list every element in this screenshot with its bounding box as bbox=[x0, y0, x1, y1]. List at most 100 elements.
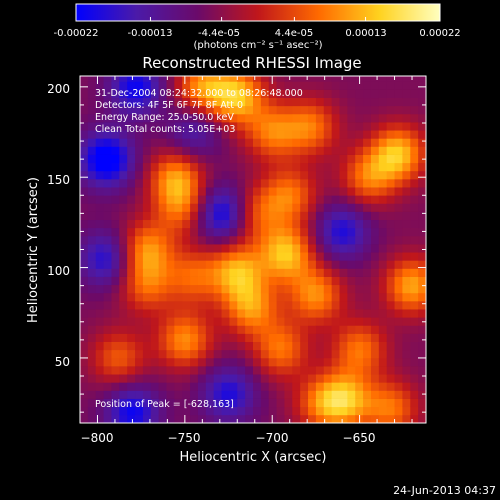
heatmap-cell bbox=[142, 292, 152, 302]
heatmap-cell bbox=[150, 195, 160, 204]
heatmap-cell bbox=[245, 203, 254, 212]
heatmap-cell bbox=[292, 382, 301, 391]
heatmap-cell bbox=[276, 374, 286, 383]
heatmap-cell bbox=[127, 227, 136, 237]
heatmap-cell bbox=[347, 227, 356, 237]
heatmap-cell bbox=[237, 317, 246, 326]
heatmap-cell bbox=[308, 244, 317, 253]
heatmap-cell bbox=[111, 89, 120, 99]
heatmap-cell bbox=[142, 252, 152, 261]
heatmap-cell bbox=[190, 105, 199, 115]
heatmap-cell bbox=[276, 276, 286, 286]
heatmap-cell bbox=[253, 235, 262, 245]
heatmap-cell bbox=[339, 211, 348, 221]
heatmap-cell bbox=[308, 276, 317, 286]
heatmap-cell bbox=[150, 130, 160, 139]
heatmap-cell bbox=[237, 398, 246, 408]
heatmap-cell bbox=[95, 195, 105, 204]
heatmap-cell bbox=[245, 97, 254, 107]
heatmap-cell bbox=[135, 195, 144, 204]
heatmap-cell bbox=[386, 162, 396, 172]
heatmap-cell bbox=[253, 244, 262, 253]
heatmap-cell bbox=[315, 301, 325, 310]
heatmap-cell bbox=[292, 252, 301, 261]
heatmap-cell bbox=[213, 260, 223, 269]
heatmap-cell bbox=[378, 268, 388, 277]
heatmap-cell bbox=[323, 130, 333, 139]
heatmap-cell bbox=[300, 179, 309, 188]
heatmap-cell bbox=[158, 382, 168, 391]
heatmap-cell bbox=[260, 357, 270, 367]
heatmap-cell bbox=[127, 244, 136, 253]
heatmap-cell bbox=[308, 374, 317, 383]
colorbar-tick-label-5: 0.00022 bbox=[419, 28, 460, 39]
heatmap-cell bbox=[80, 366, 89, 375]
heatmap-cell bbox=[142, 398, 152, 408]
heatmap-cell bbox=[229, 138, 238, 147]
heatmap-cell bbox=[315, 349, 325, 359]
heatmap-cell bbox=[174, 284, 183, 294]
heatmap-cell bbox=[237, 195, 246, 204]
heatmap-cell bbox=[205, 187, 215, 196]
heatmap-cell bbox=[87, 292, 97, 302]
heatmap-cell bbox=[135, 292, 144, 302]
heatmap-cell bbox=[378, 325, 388, 334]
heatmap-cell bbox=[197, 309, 207, 318]
heatmap-cell bbox=[276, 97, 286, 107]
heatmap-cell bbox=[323, 187, 333, 196]
heatmap-cell bbox=[150, 398, 160, 408]
heatmap-cell bbox=[197, 357, 207, 367]
heatmap-cell bbox=[268, 252, 278, 261]
heatmap-cell bbox=[308, 170, 317, 180]
heatmap-cell bbox=[355, 154, 364, 164]
heatmap-cell bbox=[174, 219, 183, 229]
heatmap-cell bbox=[410, 105, 419, 115]
heatmap-cell bbox=[378, 317, 388, 326]
heatmap-cell bbox=[386, 357, 396, 367]
heatmap-cell bbox=[205, 105, 215, 115]
heatmap-cell bbox=[284, 414, 293, 423]
heatmap-cell bbox=[339, 268, 348, 277]
heatmap-cell bbox=[268, 292, 278, 302]
heatmap-cell bbox=[260, 317, 270, 326]
heatmap-cell bbox=[370, 203, 380, 212]
footer-timestamp: 24-Jun-2013 04:37 bbox=[393, 484, 496, 497]
heatmap-cell bbox=[119, 81, 128, 90]
heatmap-cell bbox=[402, 227, 411, 237]
heatmap-cell bbox=[135, 382, 144, 391]
heatmap-cell bbox=[166, 170, 175, 180]
heatmap-cell bbox=[205, 252, 215, 261]
heatmap-cell bbox=[410, 130, 419, 139]
heatmap-cell bbox=[308, 105, 317, 115]
heatmap-cell bbox=[402, 406, 411, 416]
heatmap-cell bbox=[308, 219, 317, 229]
heatmap-cell bbox=[331, 406, 341, 416]
heatmap-cell bbox=[347, 366, 356, 375]
heatmap-cell bbox=[103, 292, 113, 302]
heatmap-cell bbox=[268, 235, 278, 245]
heatmap-cell bbox=[418, 179, 426, 188]
heatmap-cell bbox=[370, 170, 380, 180]
heatmap-cell bbox=[292, 203, 301, 212]
heatmap-cell bbox=[410, 138, 419, 147]
heatmap-cell bbox=[221, 374, 231, 383]
heatmap-cell bbox=[418, 382, 426, 391]
heatmap-cell bbox=[402, 170, 411, 180]
heatmap-cell bbox=[111, 252, 120, 261]
heatmap-cell bbox=[150, 366, 160, 375]
heatmap-cell bbox=[253, 276, 262, 286]
heatmap-cell bbox=[197, 276, 207, 286]
heatmap-cell bbox=[410, 154, 419, 164]
heatmap-cell bbox=[260, 292, 270, 302]
heatmap-cell bbox=[410, 357, 419, 367]
heatmap-cell bbox=[127, 122, 136, 131]
heatmap-cell bbox=[205, 325, 215, 334]
heatmap-cell bbox=[394, 179, 404, 188]
heatmap-cell bbox=[418, 374, 426, 383]
heatmap-cell bbox=[87, 211, 97, 221]
heatmap-cell bbox=[355, 195, 364, 204]
heatmap-cell bbox=[213, 276, 223, 286]
heatmap-cell bbox=[213, 130, 223, 139]
heatmap-cell bbox=[205, 138, 215, 147]
heatmap-cell bbox=[111, 276, 120, 286]
